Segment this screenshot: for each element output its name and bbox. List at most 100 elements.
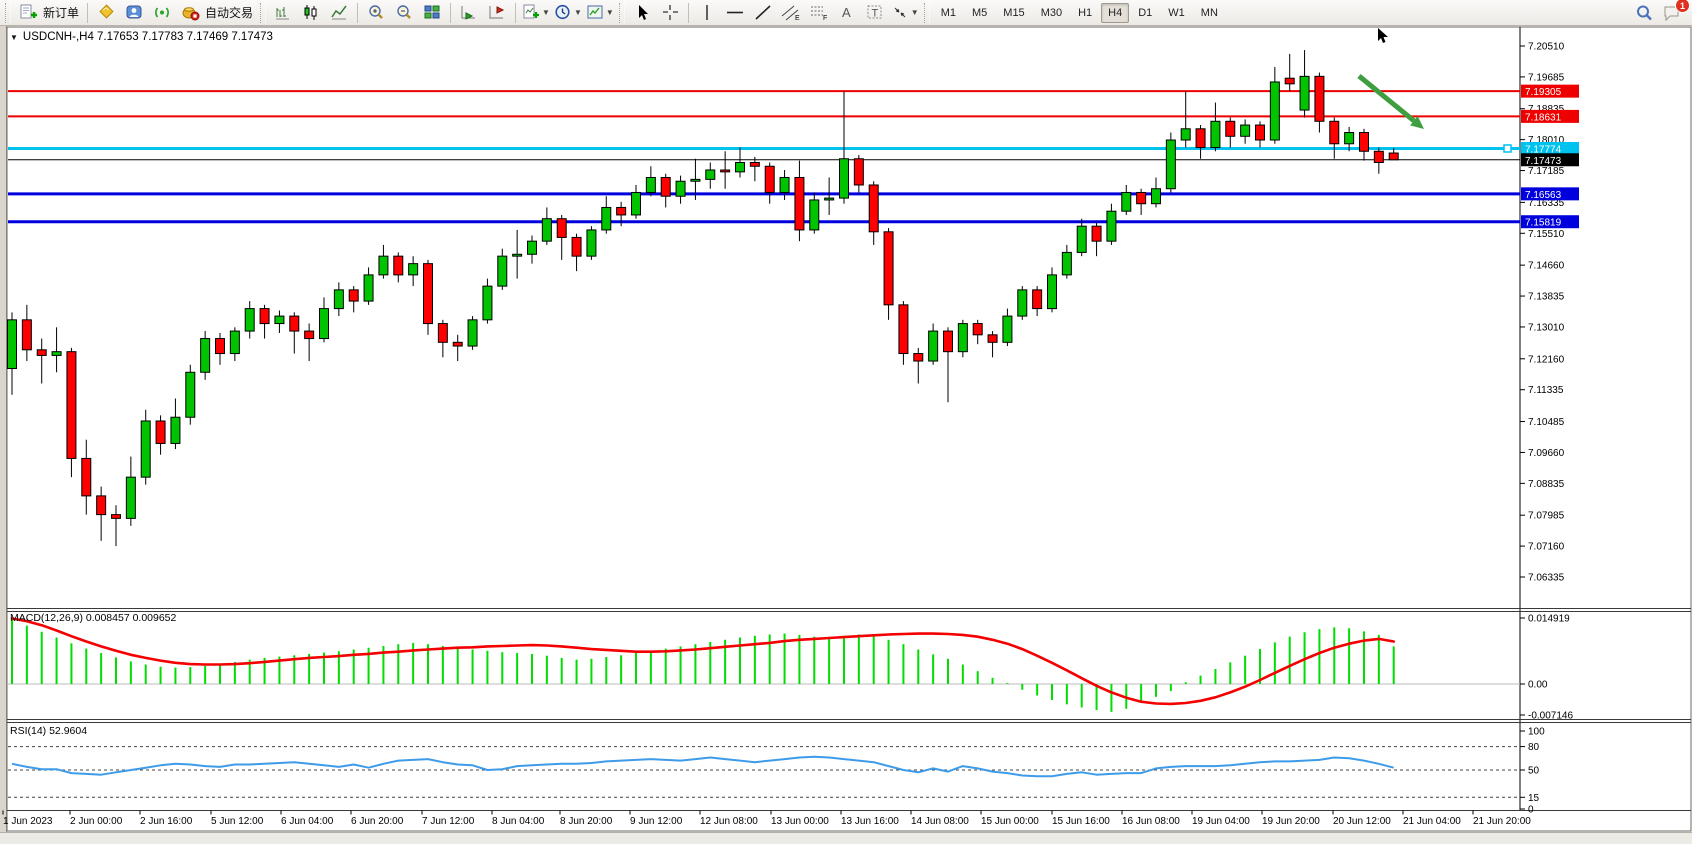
price-tick-label: 7.10485 <box>1528 417 1565 428</box>
price-tick-label: 7.07985 <box>1528 511 1565 522</box>
rsi-tick-label: 100 <box>1528 727 1545 738</box>
bar-chart-type-button[interactable] <box>270 1 296 25</box>
crosshair-tool-button[interactable] <box>657 1 683 25</box>
chart-window-border <box>6 26 1692 832</box>
horizontal-line-icon <box>726 11 743 14</box>
text-icon: A <box>842 5 851 20</box>
level-price-label-bg <box>1521 215 1579 229</box>
fibonacci-tool-button[interactable]: F <box>806 1 832 25</box>
vertical-line-icon <box>706 5 708 20</box>
cursor-tool-button[interactable] <box>629 1 655 25</box>
chart-dropdown-icon[interactable]: ▼ <box>10 32 18 42</box>
tile-windows-icon <box>424 5 440 19</box>
channel-tool-button[interactable]: E <box>778 1 804 25</box>
price-tick-label: 7.12160 <box>1528 354 1565 365</box>
line-selection-handle[interactable] <box>1503 144 1512 153</box>
text-tool-button[interactable]: A <box>834 1 860 25</box>
templates-icon <box>587 5 603 19</box>
trend-arrow-head <box>1410 116 1424 129</box>
chart-shift-button[interactable] <box>484 1 510 25</box>
market-watch-button[interactable] <box>93 1 119 25</box>
notifications-button[interactable]: 1 <box>1659 0 1690 25</box>
trendline-icon <box>755 5 771 20</box>
new-order-icon <box>20 4 37 19</box>
autotrading-label[interactable]: 自动交易 <box>205 6 254 20</box>
timeframe-button-w1[interactable]: W1 <box>1168 6 1185 19</box>
arrows-icon <box>894 7 906 18</box>
vertical-line-tool-button[interactable] <box>694 1 720 25</box>
candlestick-series <box>7 50 1399 547</box>
status-bar <box>0 832 1692 844</box>
arrows-tool-button[interactable]: ▼ <box>890 1 920 25</box>
cursor-icon <box>638 5 648 20</box>
time-axis-label: 1 Jun 2023 <box>3 816 53 827</box>
toolbar-separator <box>515 2 517 23</box>
time-axis-label: 8 Jun 20:00 <box>560 816 613 827</box>
time-axis-label: 21 Jun 20:00 <box>1473 816 1531 827</box>
autotrading-button[interactable] <box>177 1 203 25</box>
timeframe-button-h1[interactable]: H1 <box>1078 6 1093 19</box>
candlestick-chart-type-button[interactable] <box>298 1 324 25</box>
tile-windows-button[interactable] <box>419 1 445 25</box>
line-chart-type-button[interactable] <box>326 1 352 25</box>
main-toolbar: 新订单 <box>0 0 1692 26</box>
toolbar-separator <box>687 2 689 23</box>
trend-arrow-annotation[interactable] <box>1357 74 1416 123</box>
time-axis-label: 14 Jun 08:00 <box>911 816 969 827</box>
new-order-label[interactable]: 新订单 <box>43 6 80 20</box>
rsi-line <box>11 755 1394 778</box>
timeframe-button-d1[interactable]: D1 <box>1138 6 1153 19</box>
price-tick-label: 7.17185 <box>1528 166 1565 177</box>
macd-signal-line <box>10 617 1395 706</box>
timeframe-group: M1 M5 M15 M30 H1 H4 D1 W1 MN <box>933 2 1226 23</box>
timeframe-button-m30[interactable]: M30 <box>1040 6 1063 19</box>
mouse-cursor-icon <box>1378 28 1388 43</box>
level-price-label-bg <box>1521 153 1579 167</box>
chevron-down-icon: ▼ <box>573 8 582 17</box>
timeframe-button-m1[interactable]: M1 <box>940 6 956 19</box>
periods-button[interactable]: ▼ <box>553 1 583 25</box>
time-axis-label: 19 Jun 20:00 <box>1262 816 1320 827</box>
toolbar-separator <box>87 2 89 23</box>
time-axis-label: 13 Jun 16:00 <box>841 816 899 827</box>
timeframe-button-m15[interactable]: M15 <box>1003 6 1025 19</box>
horizontal-line-tool-button[interactable] <box>722 1 748 25</box>
chart-title-text: USDCNH-,H4 7.17653 7.17783 7.17469 7.174… <box>22 31 273 43</box>
timeframe-button-h4[interactable]: H4 <box>1101 2 1130 23</box>
macd-tick-label: -0.007146 <box>1528 711 1573 722</box>
svg-text:F: F <box>823 15 827 21</box>
trendline-tool-button[interactable] <box>750 1 776 25</box>
rsi-tick-label: 15 <box>1528 793 1540 804</box>
label-tool-button[interactable]: T <box>862 1 888 25</box>
autotrading-icon <box>182 7 200 21</box>
time-axis-label: 19 Jun 04:00 <box>1192 816 1250 827</box>
svg-text:E: E <box>795 15 800 21</box>
rsi-tick-label: 50 <box>1528 766 1540 777</box>
templates-button[interactable]: ▼ <box>585 1 615 25</box>
search-button[interactable] <box>1631 1 1657 25</box>
indicators-button[interactable]: ▼ <box>521 1 551 25</box>
chevron-down-icon: ▼ <box>542 8 550 17</box>
timeframe-button-m5[interactable]: M5 <box>972 6 988 19</box>
price-tick-label: 7.14660 <box>1528 261 1565 272</box>
zoom-in-button[interactable] <box>363 1 389 25</box>
time-axis-label: 5 Jun 12:00 <box>211 816 264 827</box>
signal-icon <box>155 7 169 18</box>
new-order-button[interactable] <box>15 1 41 25</box>
auto-scroll-icon <box>461 6 476 20</box>
level-price-label-bg <box>1521 187 1579 201</box>
auto-scroll-button[interactable] <box>456 1 482 25</box>
signal-button[interactable] <box>149 1 175 25</box>
price-tick-label: 7.20510 <box>1528 42 1565 53</box>
price-tick-label: 7.19685 <box>1528 72 1565 83</box>
time-axis-label: 21 Jun 04:00 <box>1403 816 1461 827</box>
zoom-out-icon <box>397 5 411 19</box>
time-axis-label: 8 Jun 04:00 <box>492 816 545 827</box>
timeframe-button-mn[interactable]: MN <box>1200 6 1218 19</box>
zoom-out-button[interactable] <box>391 1 417 25</box>
community-button[interactable] <box>121 1 147 25</box>
level-price-label-bg <box>1521 141 1579 155</box>
chart-title: ▼ USDCNH-,H4 7.17653 7.17783 7.17469 7.1… <box>10 31 273 43</box>
macd-tick-label: 0.00 <box>1528 680 1548 691</box>
